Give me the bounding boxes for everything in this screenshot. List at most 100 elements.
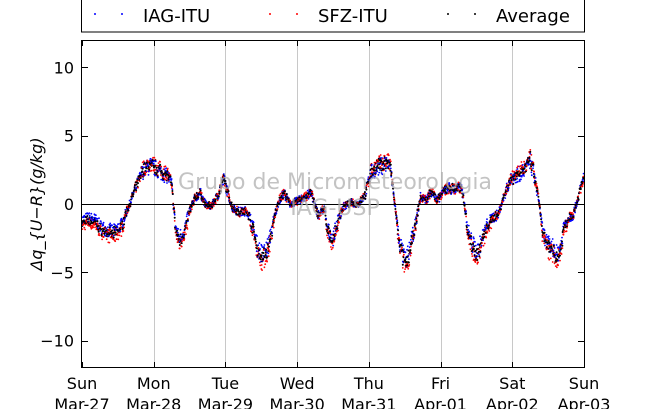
point-sfz-itu <box>395 210 398 213</box>
point-sfz-itu <box>274 216 277 219</box>
point-iag-itu <box>128 199 131 202</box>
point-average <box>132 195 134 198</box>
point-sfz-itu <box>141 161 144 164</box>
point-sfz-itu <box>401 246 403 249</box>
point-average <box>121 220 124 223</box>
point-average <box>260 255 263 258</box>
point-average <box>103 232 106 235</box>
point-average <box>171 193 174 195</box>
point-sfz-itu <box>530 154 533 156</box>
point-sfz-itu <box>166 167 169 170</box>
point-sfz-itu <box>396 223 399 226</box>
point-sfz-itu <box>551 244 553 246</box>
point-sfz-itu <box>142 160 145 163</box>
point-iag-itu <box>397 225 399 228</box>
point-iag-itu <box>555 244 558 246</box>
legend-label-sfz-itu: SFZ-ITU <box>318 6 388 27</box>
point-sfz-itu <box>409 254 412 257</box>
point-sfz-itu <box>164 165 167 168</box>
x-tick-label-date: Apr-03 <box>558 395 611 409</box>
point-sfz-itu <box>112 238 115 241</box>
point-iag-itu <box>142 166 145 169</box>
point-iag-itu <box>271 232 273 235</box>
legend-label-iag-itu: IAG-ITU <box>143 6 210 27</box>
point-sfz-itu <box>188 213 191 216</box>
point-iag-itu <box>165 170 167 172</box>
point-average <box>230 201 233 204</box>
point-average <box>562 228 565 231</box>
point-iag-itu <box>370 163 373 166</box>
x-tick-label-day: Thu <box>353 374 384 393</box>
point-iag-itu <box>139 171 141 174</box>
point-average <box>247 218 250 221</box>
point-iag-itu <box>507 186 510 189</box>
data-points <box>81 149 585 273</box>
point-sfz-itu <box>169 174 172 176</box>
point-average <box>105 229 108 232</box>
point-sfz-itu <box>178 247 181 250</box>
point-sfz-itu <box>581 183 584 186</box>
point-sfz-itu <box>381 157 384 160</box>
x-tick-label-date: Mar-28 <box>126 395 181 409</box>
point-average <box>218 192 221 195</box>
point-sfz-itu <box>123 226 125 229</box>
point-sfz-itu <box>557 264 559 267</box>
legend-marker-average-2 <box>474 13 476 15</box>
point-iag-itu <box>257 244 260 247</box>
point-average <box>159 163 162 166</box>
point-average <box>217 195 220 198</box>
point-iag-itu <box>533 173 536 176</box>
point-sfz-itu <box>146 160 149 162</box>
point-sfz-itu <box>228 193 230 196</box>
point-average <box>224 182 227 185</box>
point-average <box>271 234 274 237</box>
y-tick-label: −5 <box>50 263 74 282</box>
point-average <box>413 234 416 236</box>
point-sfz-itu <box>440 196 443 199</box>
point-iag-itu <box>178 240 181 243</box>
point-iag-itu <box>170 178 173 180</box>
point-sfz-itu <box>509 183 512 186</box>
point-iag-itu <box>520 178 522 181</box>
point-average <box>259 258 262 261</box>
point-average <box>413 224 416 227</box>
point-average <box>185 221 188 224</box>
point-average <box>186 219 189 222</box>
y-tick-label: 5 <box>64 127 74 146</box>
point-sfz-itu <box>289 199 292 202</box>
x-tick-label-date: Mar-29 <box>198 395 253 409</box>
point-iag-itu <box>165 167 168 170</box>
point-iag-itu <box>400 239 403 241</box>
point-average <box>135 189 138 192</box>
x-tick-label-date: Apr-02 <box>486 395 539 409</box>
point-average <box>534 180 537 183</box>
point-average <box>254 240 257 243</box>
point-average <box>394 208 397 210</box>
point-iag-itu <box>541 222 544 224</box>
point-iag-itu <box>379 162 382 165</box>
point-average <box>572 216 575 218</box>
point-iag-itu <box>178 235 181 238</box>
point-average <box>266 256 269 259</box>
point-average <box>192 202 195 205</box>
point-iag-itu <box>261 246 264 249</box>
point-sfz-itu <box>261 269 263 271</box>
point-iag-itu <box>534 177 537 179</box>
point-iag-itu <box>105 227 108 230</box>
point-iag-itu <box>332 244 335 247</box>
point-iag-itu <box>543 229 546 232</box>
point-average <box>482 233 485 236</box>
point-iag-itu <box>476 255 479 258</box>
point-sfz-itu <box>415 229 417 232</box>
point-average <box>171 190 174 192</box>
point-iag-itu <box>267 252 270 255</box>
point-average <box>221 181 224 184</box>
point-sfz-itu <box>119 224 122 227</box>
point-iag-itu <box>474 241 476 243</box>
point-average <box>214 200 217 203</box>
point-sfz-itu <box>153 170 155 172</box>
point-iag-itu <box>121 219 124 221</box>
point-average <box>119 228 122 231</box>
point-sfz-itu <box>102 236 105 239</box>
point-iag-itu <box>518 180 521 183</box>
